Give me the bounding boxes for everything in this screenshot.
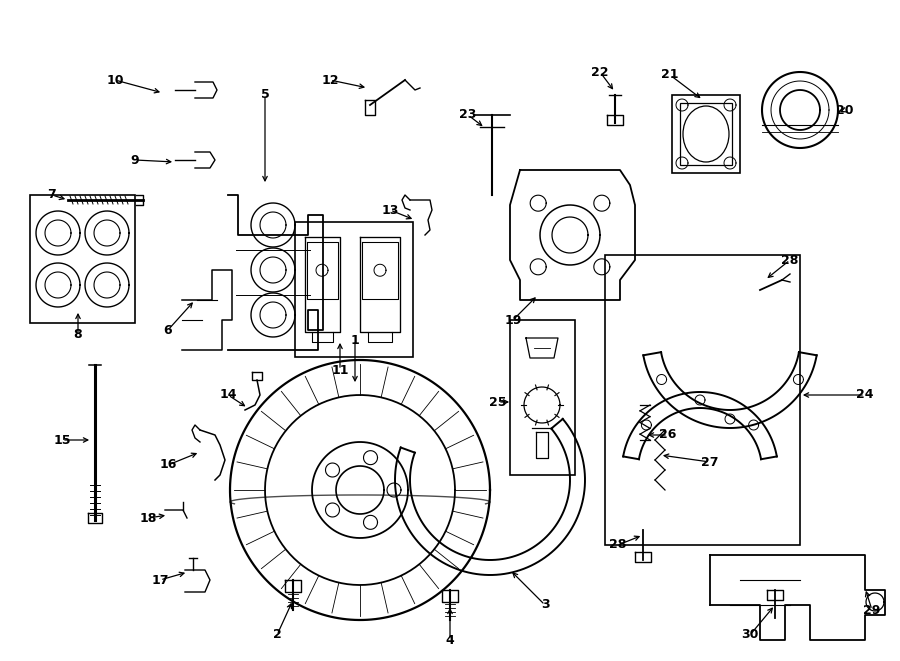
Bar (672, 95, 740, 173)
Text: 26: 26 (660, 428, 677, 442)
Text: 8: 8 (74, 329, 82, 342)
Text: 19: 19 (504, 313, 522, 327)
Text: 21: 21 (662, 69, 679, 81)
Text: 28: 28 (781, 254, 798, 266)
Text: 15: 15 (53, 434, 71, 446)
Bar (510, 320, 575, 475)
Text: 5: 5 (261, 89, 269, 102)
Text: 16: 16 (159, 459, 176, 471)
Text: 12: 12 (321, 73, 338, 87)
Text: 30: 30 (742, 629, 759, 641)
Text: 7: 7 (48, 188, 57, 202)
Text: 9: 9 (130, 153, 140, 167)
Text: 3: 3 (541, 598, 549, 611)
Text: 17: 17 (151, 574, 169, 586)
Text: 24: 24 (856, 389, 874, 401)
Text: 1: 1 (351, 334, 359, 346)
Bar (295, 222, 413, 357)
Text: 22: 22 (591, 65, 608, 79)
Text: 10: 10 (106, 73, 124, 87)
Ellipse shape (683, 106, 729, 162)
Text: 20: 20 (836, 104, 854, 116)
Text: 28: 28 (609, 539, 626, 551)
Text: 4: 4 (446, 633, 454, 646)
Text: 13: 13 (382, 204, 399, 217)
Bar (30, 195, 135, 323)
Text: 25: 25 (490, 395, 507, 408)
Text: 23: 23 (459, 108, 477, 122)
Text: 29: 29 (863, 603, 881, 617)
Text: 6: 6 (164, 323, 172, 336)
Text: 11: 11 (331, 364, 349, 377)
Text: 2: 2 (273, 629, 282, 641)
Text: 18: 18 (140, 512, 157, 524)
Bar (680, 103, 732, 165)
Bar (605, 255, 800, 545)
Text: 27: 27 (701, 455, 719, 469)
Text: 14: 14 (220, 389, 237, 401)
